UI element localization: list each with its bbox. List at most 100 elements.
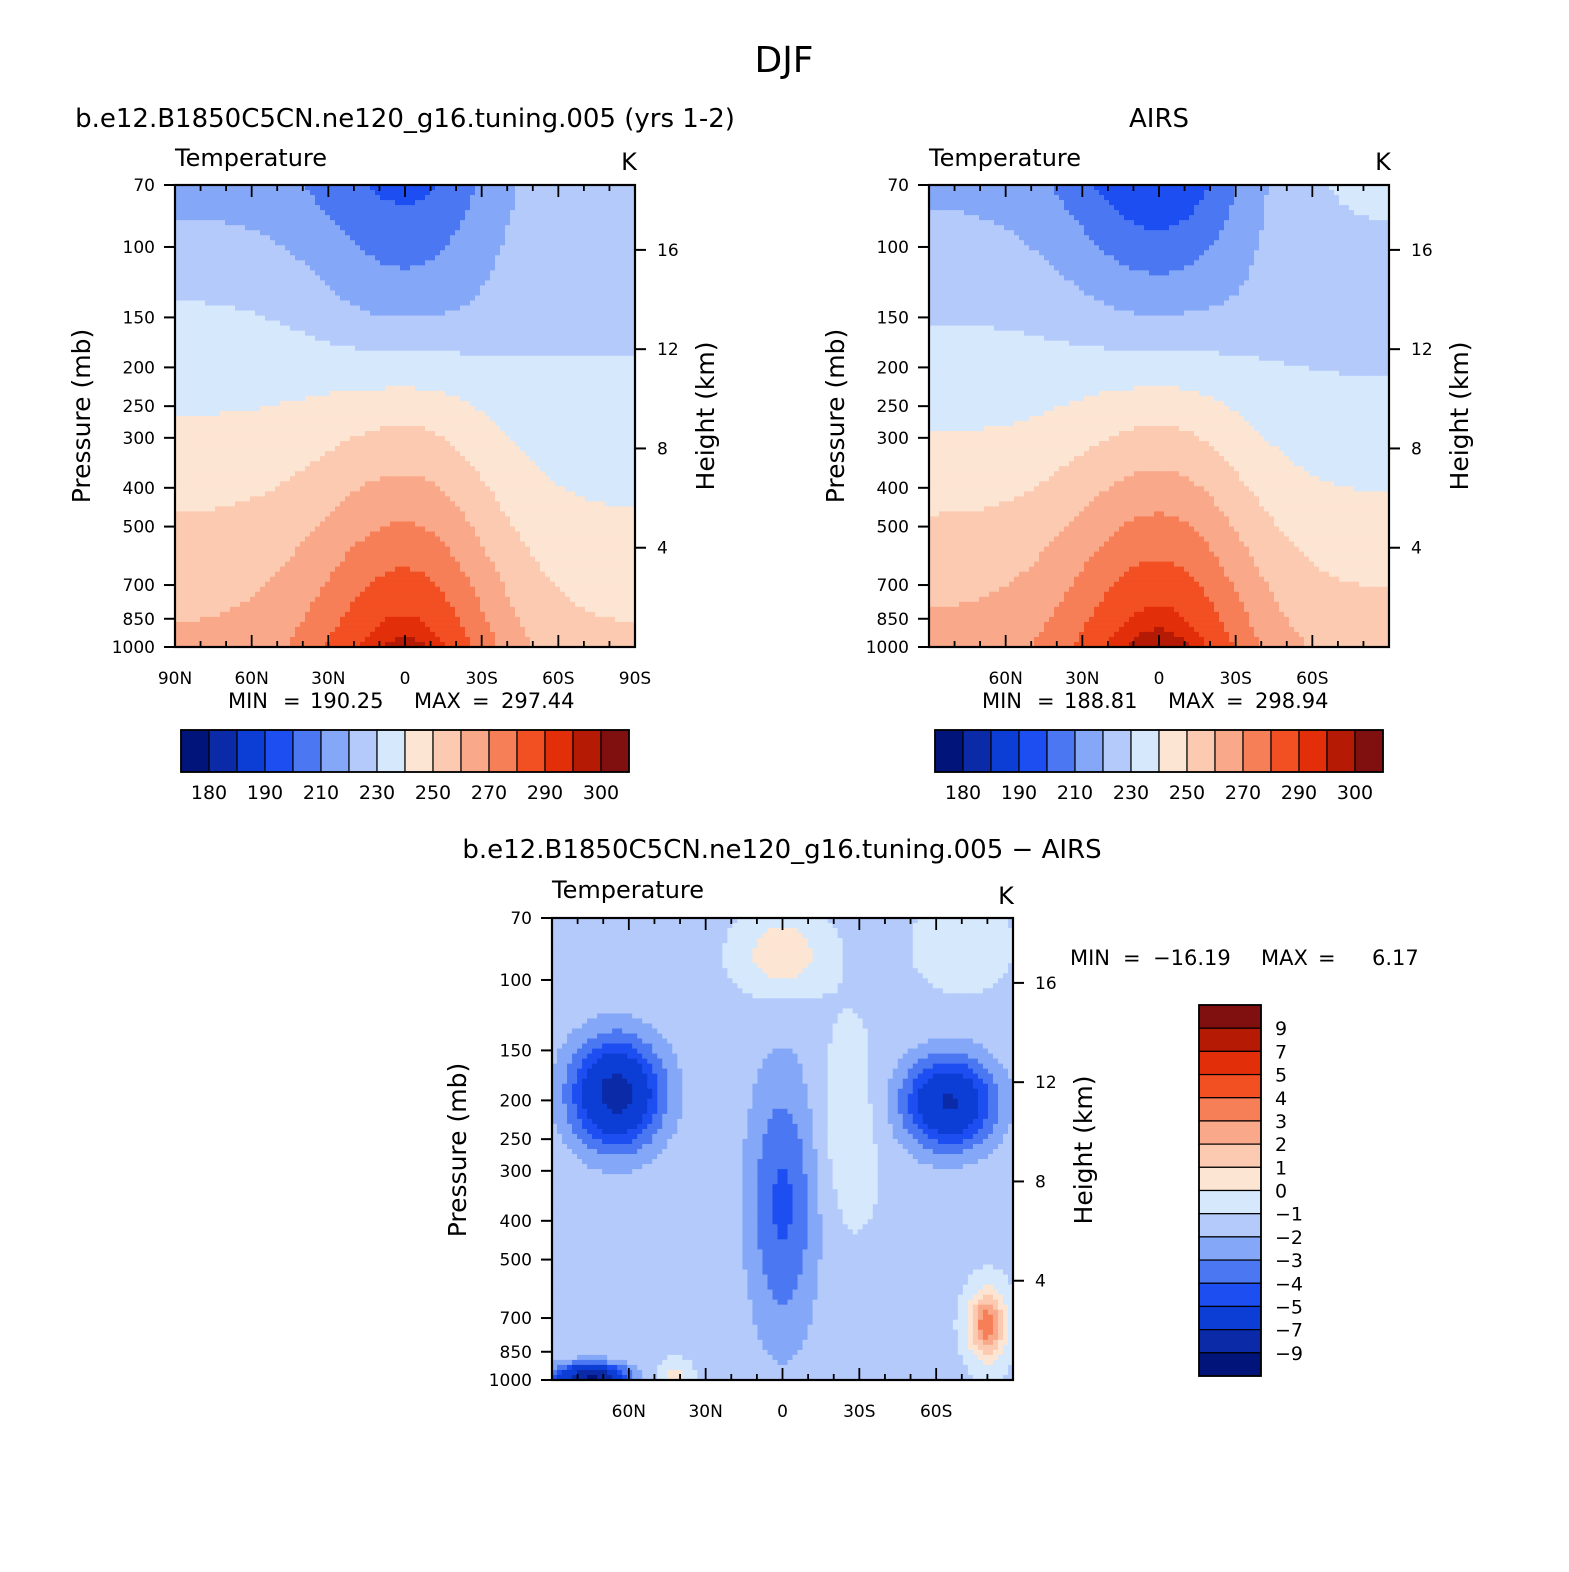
contour-cell (400, 341, 406, 347)
contour-cell (485, 401, 491, 407)
contour-cell (270, 245, 276, 251)
contour-cell (520, 321, 526, 327)
contour-cell (445, 336, 451, 342)
contour-cell (305, 386, 311, 392)
contour-cell (310, 275, 316, 281)
contour-cell (605, 301, 611, 307)
contour-cell (395, 210, 401, 216)
contour-cell (305, 341, 311, 347)
contour-cell (310, 250, 316, 256)
contour-cell (425, 321, 431, 327)
contour-cell (435, 386, 441, 392)
contour-cell (570, 200, 576, 206)
contour-cell (225, 250, 231, 256)
contour-cell (210, 225, 216, 231)
contour-cell (395, 391, 401, 397)
contour-cell (240, 301, 246, 307)
contour-cell (345, 436, 351, 442)
contour-cell (625, 366, 631, 372)
contour-cell (410, 301, 416, 307)
contour-cell (195, 441, 201, 447)
contour-cell (565, 371, 571, 377)
contour-cell (530, 230, 536, 236)
contour-cell (560, 351, 566, 357)
contour-cell (625, 190, 631, 196)
contour-cell (475, 316, 481, 322)
contour-cell (365, 290, 371, 296)
contour-cell (250, 225, 256, 231)
contour-cell (410, 326, 416, 332)
contour-cell (455, 361, 461, 367)
contour-cell (305, 260, 311, 266)
contour-cell (190, 295, 196, 301)
contour-cell (180, 255, 186, 261)
contour-cell (525, 391, 531, 397)
contour-cell (380, 215, 386, 221)
contour-cell (380, 441, 386, 447)
contour-cell (375, 356, 381, 362)
contour-cell (320, 406, 326, 412)
contour-cell (570, 250, 576, 256)
contour-cell (475, 311, 481, 317)
contour-cell (195, 366, 201, 372)
contour-cell (395, 230, 401, 236)
contour-cell (610, 376, 616, 382)
contour-cell (240, 366, 246, 372)
contour-cell (270, 386, 276, 392)
contour-cell (530, 396, 536, 402)
contour-cell (200, 225, 206, 231)
contour-cell (530, 386, 536, 392)
contour-cell (585, 270, 591, 276)
contour-cell (575, 245, 581, 251)
contour-field (175, 185, 636, 648)
contour-cell (345, 411, 351, 417)
contour-cell (435, 316, 441, 322)
contour-cell (395, 401, 401, 407)
contour-cell (300, 311, 306, 317)
contour-cell (295, 416, 301, 422)
contour-cell (580, 301, 586, 307)
contour-cell (280, 456, 286, 462)
contour-cell (355, 331, 361, 337)
contour-cell (395, 376, 401, 382)
contour-cell (245, 426, 251, 432)
contour-cell (210, 396, 216, 402)
contour-cell (275, 260, 281, 266)
contour-cell (460, 280, 466, 286)
contour-cell (500, 321, 506, 327)
contour-cell (300, 255, 306, 261)
contour-cell (295, 446, 301, 452)
contour-cell (180, 280, 186, 286)
contour-cell (280, 436, 286, 442)
contour-cell (345, 341, 351, 347)
contour-cell (380, 270, 386, 276)
contour-cell (495, 285, 501, 291)
contour-cell (610, 240, 616, 246)
contour-cell (185, 396, 191, 402)
contour-cell (450, 245, 456, 251)
contour-cell (605, 436, 611, 442)
contour-cell (180, 391, 186, 397)
contour-cell (355, 326, 361, 332)
contour-cell (485, 421, 491, 427)
contour-cell (515, 361, 521, 367)
contour-cell (180, 290, 186, 296)
contour-cell (250, 406, 256, 412)
contour-cell (405, 250, 411, 256)
contour-cell (220, 361, 226, 367)
contour-cell (555, 436, 561, 442)
contour-cell (405, 441, 411, 447)
contour-cell (385, 225, 391, 231)
contour-cell (245, 446, 251, 452)
contour-cell (255, 381, 261, 387)
contour-cell (535, 386, 541, 392)
contour-cell (560, 346, 566, 352)
contour-cell (265, 220, 271, 226)
contour-cell (330, 285, 336, 291)
contour-cell (250, 290, 256, 296)
contour-cell (615, 220, 621, 226)
contour-cell (490, 391, 496, 397)
contour-cell (580, 361, 586, 367)
contour-cell (525, 235, 531, 241)
contour-cell (215, 290, 221, 296)
